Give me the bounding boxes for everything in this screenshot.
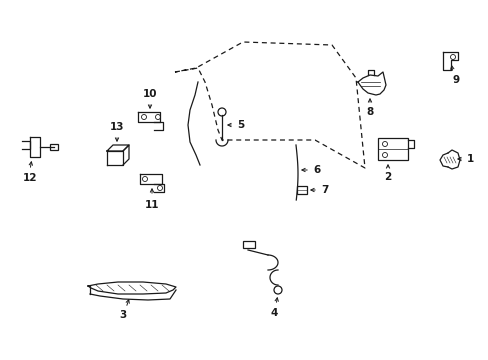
Bar — [377, 138, 407, 160]
Bar — [296, 186, 306, 194]
Text: 11: 11 — [144, 200, 159, 210]
Text: 10: 10 — [142, 89, 157, 99]
Text: 2: 2 — [384, 172, 391, 182]
Text: 6: 6 — [313, 165, 320, 175]
Text: 9: 9 — [451, 75, 459, 85]
Text: 3: 3 — [119, 310, 126, 320]
Text: 5: 5 — [237, 120, 244, 130]
Bar — [50, 144, 58, 150]
Bar — [243, 241, 254, 248]
Text: 13: 13 — [109, 122, 124, 132]
Text: 7: 7 — [321, 185, 328, 195]
Text: 12: 12 — [23, 173, 37, 183]
Text: 4: 4 — [270, 308, 277, 318]
Text: 8: 8 — [366, 107, 373, 117]
Text: 1: 1 — [466, 154, 473, 164]
